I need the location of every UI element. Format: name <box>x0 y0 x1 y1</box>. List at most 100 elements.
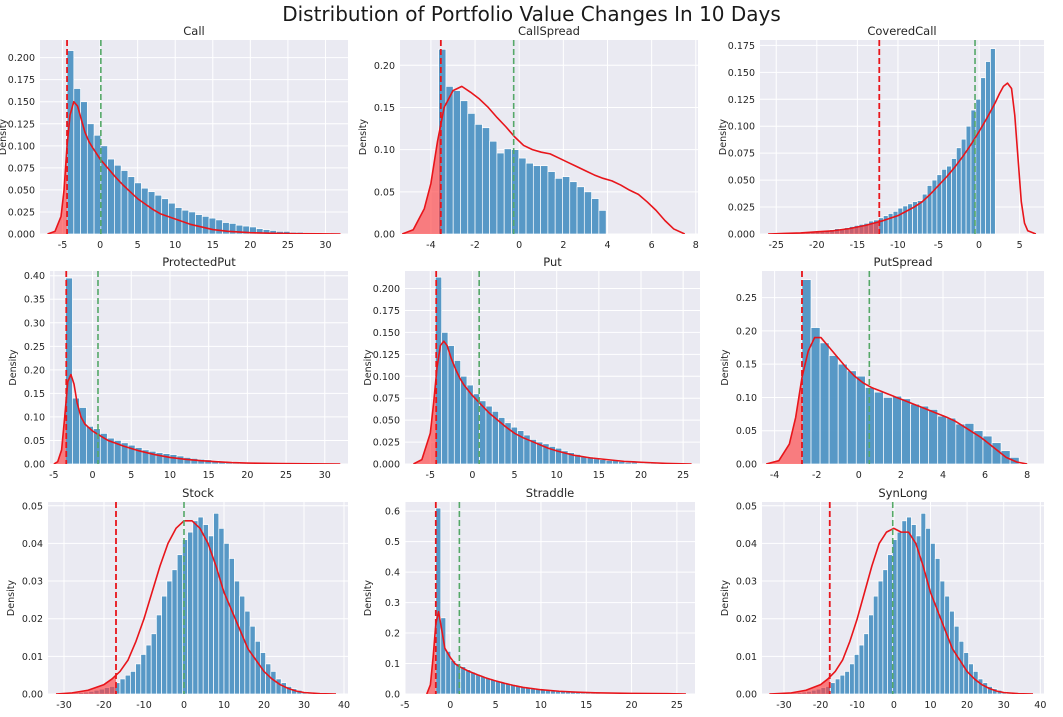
histogram-bar <box>600 460 606 464</box>
histogram-bar <box>141 188 148 234</box>
y-tick-label: 0.150 <box>373 328 400 339</box>
y-tick-label: 0.01 <box>22 652 43 663</box>
histogram-bar <box>911 404 920 464</box>
y-tick-label: 0.05 <box>736 426 757 437</box>
x-tick-label: 5 <box>493 700 499 711</box>
histogram-bar <box>829 356 838 464</box>
histogram-bar <box>177 555 182 694</box>
y-tick-label: 0.075 <box>8 163 35 174</box>
y-tick-label: 0.03 <box>736 577 757 588</box>
histogram-bar <box>223 223 230 234</box>
histogram-bar <box>193 521 198 694</box>
histogram-bar <box>121 171 128 234</box>
y-tick-label: 0.02 <box>22 614 43 625</box>
histogram-bar <box>533 166 540 234</box>
y-tick-label: 0.150 <box>8 97 35 108</box>
y-tick-label: 0.04 <box>22 539 43 550</box>
y-tick-label: 0.175 <box>8 75 35 86</box>
y-tick-label: 0.175 <box>728 41 755 52</box>
y-tick-label: 0.20 <box>374 61 395 72</box>
histogram-bar <box>214 513 219 694</box>
x-tick-label: 30 <box>319 240 331 251</box>
histogram-bar <box>548 172 555 234</box>
x-tick-label: 2 <box>898 470 904 481</box>
x-tick-label: 30 <box>298 700 310 711</box>
histogram-bar <box>854 654 859 694</box>
y-axis-label: Density <box>358 119 369 155</box>
x-tick-label: 15 <box>580 700 592 711</box>
histogram-bar <box>838 364 847 464</box>
histogram-bar <box>135 183 142 234</box>
y-axis-label: Density <box>6 580 17 616</box>
x-tick-label: 20 <box>258 700 270 711</box>
histogram-bar <box>182 540 187 694</box>
histogram-bar <box>570 182 577 234</box>
histogram-bar <box>234 581 239 694</box>
y-tick-label: 0.10 <box>736 393 757 404</box>
histogram-bar <box>519 158 526 234</box>
histogram-bar <box>130 671 135 694</box>
histogram-bar <box>599 210 606 234</box>
x-tick-label: 15 <box>207 240 219 251</box>
histogram-bar <box>260 653 265 694</box>
x-tick-label: 8 <box>1024 470 1030 481</box>
x-tick-label: -10 <box>136 700 152 711</box>
x-tick-label: 40 <box>1034 700 1046 711</box>
y-tick-label: 0.4 <box>385 568 400 579</box>
panel-protectedput: -5 0 5 10 15 20 25 300.000.050.100.150.200.250.… <box>8 255 348 481</box>
x-tick-label: 0 <box>447 700 453 711</box>
histogram-bar <box>451 660 456 694</box>
y-tick-label: 0.25 <box>736 293 757 304</box>
histogram-bar <box>981 78 986 234</box>
x-tick-label: -20 <box>813 700 829 711</box>
y-tick-label: 0.0 <box>385 690 400 701</box>
y-axis-label: Density <box>720 349 731 385</box>
y-tick-label: 0.5 <box>385 537 400 548</box>
histogram-bar <box>606 460 612 464</box>
panel-synlong: -30 -20 -10 0 10 20 30 40 0.00 0.01 0.02 0.03 0.04 0.… <box>720 486 1046 711</box>
y-tick-label: 0.125 <box>373 350 400 361</box>
histogram-bar <box>151 634 156 694</box>
y-tick-label: 0.00 <box>374 230 395 241</box>
histogram-bar <box>820 343 829 464</box>
y-tick-label: 0.150 <box>728 68 755 79</box>
x-tick-label: 25 <box>677 470 689 481</box>
x-tick-label: 25 <box>671 700 683 711</box>
x-tick-label: 0 <box>90 470 96 481</box>
panel-title: SynLong <box>878 486 927 500</box>
histogram-bar <box>276 679 281 694</box>
x-tick-label: 0 <box>976 240 982 251</box>
histogram-bar <box>511 150 518 234</box>
y-tick-label: 0.025 <box>373 438 400 449</box>
histogram-bar <box>973 671 978 694</box>
x-tick-label: -5 <box>58 240 67 251</box>
panel-stock: -30 -20 -10 0 10 20 30 400.000.010.020.030.040.… <box>6 486 350 711</box>
histogram-bar <box>480 401 486 464</box>
x-tick-label: 20 <box>635 470 647 481</box>
x-tick-label: 20 <box>241 470 253 481</box>
y-tick-label: 0.1 <box>385 659 400 670</box>
y-tick-label: 0.6 <box>385 507 400 518</box>
y-axis-label: Density <box>0 119 9 155</box>
histogram-bar <box>490 141 497 234</box>
histogram-bar <box>281 683 286 694</box>
histogram-bar <box>956 424 965 464</box>
histogram-bar <box>577 187 584 234</box>
histogram-bar <box>266 664 271 694</box>
histogram-bar <box>950 611 955 694</box>
histogram-bar <box>938 416 947 464</box>
y-tick-label: 0.20 <box>736 326 757 337</box>
histogram-bar <box>892 540 897 694</box>
histogram-bar <box>475 124 482 234</box>
histogram-bar <box>148 192 155 234</box>
x-tick-label: 5 <box>135 240 141 251</box>
x-tick-label: 20 <box>961 700 973 711</box>
x-tick-label: 10 <box>535 700 547 711</box>
x-tick-label: 15 <box>203 470 215 481</box>
histogram-bar <box>188 532 193 694</box>
histogram-bar <box>921 513 926 694</box>
y-tick-label: 0.100 <box>728 122 755 133</box>
y-tick-label: 0.100 <box>8 141 35 152</box>
x-tick-label: 15 <box>593 470 605 481</box>
